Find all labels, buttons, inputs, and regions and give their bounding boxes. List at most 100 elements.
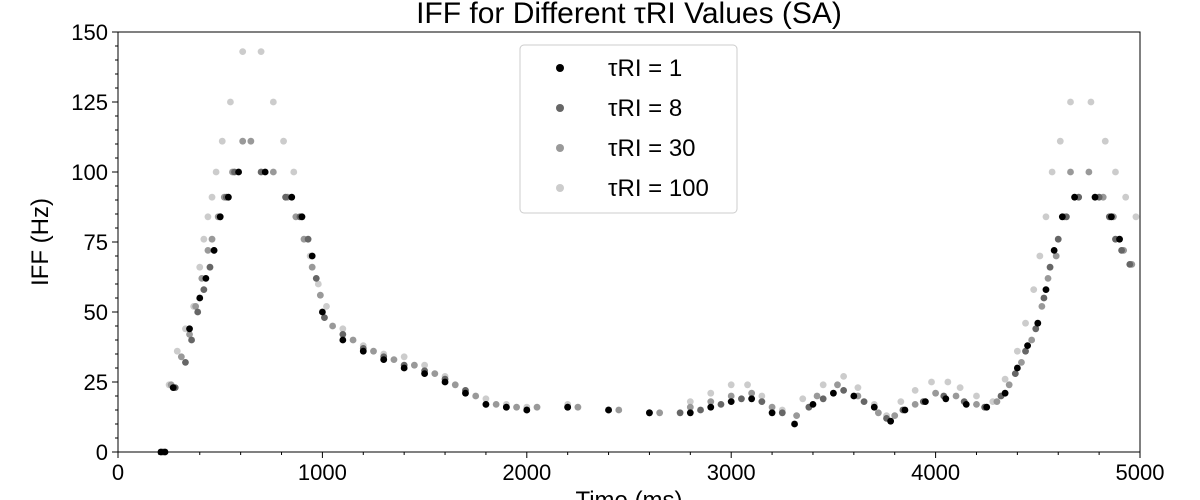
data-point [1054,235,1062,243]
data-point [218,137,226,145]
data-point [1046,263,1054,271]
data-point [339,331,347,338]
data-point [492,401,500,408]
data-point [834,381,841,389]
data-point [778,409,786,417]
legend-marker [556,104,564,112]
data-point [502,403,510,411]
data-point [686,409,694,417]
y-tick-label: 25 [84,370,108,395]
data-point [1024,342,1031,349]
plot-frame [117,31,1141,453]
data-point [200,235,208,243]
data-point [227,98,234,106]
data-point [911,401,919,408]
x-tick-label: 3000 [707,460,756,485]
data-point [186,325,193,333]
data-point [1058,213,1066,221]
data-point [173,347,181,355]
data-point [196,294,204,302]
data-point [329,322,337,330]
data-point [717,401,725,408]
data-point [676,409,684,417]
data-point [870,403,878,411]
data-point [707,403,715,411]
data-point [482,401,490,408]
x-tick-label: 0 [112,460,124,485]
data-point [194,308,202,316]
data-point [850,392,858,400]
data-point [768,409,776,417]
data-point [290,168,298,176]
data-point [208,235,216,243]
data-point [768,403,776,411]
data-point [257,48,265,55]
data-point [1040,294,1048,302]
data-point [1001,389,1009,397]
data-point [323,303,330,310]
legend-label: τRI = 8 [608,95,682,122]
data-point [727,392,735,400]
data-point [280,137,287,145]
data-point [1067,98,1074,106]
data-point [441,378,449,386]
data-point [431,370,439,377]
data-point [840,387,848,394]
data-point [809,401,817,408]
y-axis-title: IFF (Hz) [27,198,54,286]
data-point [216,213,224,221]
data-point [421,370,428,377]
data-point [1048,168,1056,176]
data-point [312,275,320,282]
data-point [1034,319,1042,327]
data-point [956,384,964,391]
data-point [1118,247,1126,254]
data-point [186,331,193,338]
data-point [421,361,428,369]
data-point [901,406,909,414]
data-point [887,417,895,425]
data-point [813,392,821,400]
data-point [308,252,316,260]
data-point [235,168,242,176]
data-point [451,381,459,389]
data-point [791,420,798,428]
data-point [952,392,960,400]
data-point [182,359,189,366]
data-point [1011,370,1019,377]
legend-label: τRI = 100 [608,175,709,202]
data-point [1042,286,1050,293]
data-point [239,137,247,145]
data-point [1022,347,1029,355]
data-point [359,347,367,355]
data-point [1112,168,1119,176]
data-point [239,48,247,55]
data-point [1056,137,1064,145]
data-point [973,401,980,408]
data-point [390,356,398,363]
y-tick-label: 125 [71,90,108,115]
data-point [210,247,218,254]
data-point [758,392,766,400]
data-point [1005,381,1013,389]
data-point [308,263,316,271]
data-point [177,353,185,361]
data-point [370,347,377,355]
data-point [1042,213,1050,221]
data-point [204,247,212,254]
data-point [410,361,418,369]
data-point [1071,193,1078,201]
x-tick-label: 4000 [911,460,960,485]
data-point [921,398,929,405]
data-point [1085,168,1093,176]
legend-marker [556,144,564,152]
data-point [1091,193,1099,201]
data-point [200,286,208,293]
data-point [1022,319,1029,327]
data-point [707,398,715,405]
data-point [1107,213,1115,221]
data-point [1132,213,1140,221]
data-point [533,403,541,411]
data-point [793,412,801,419]
data-point [169,384,177,391]
